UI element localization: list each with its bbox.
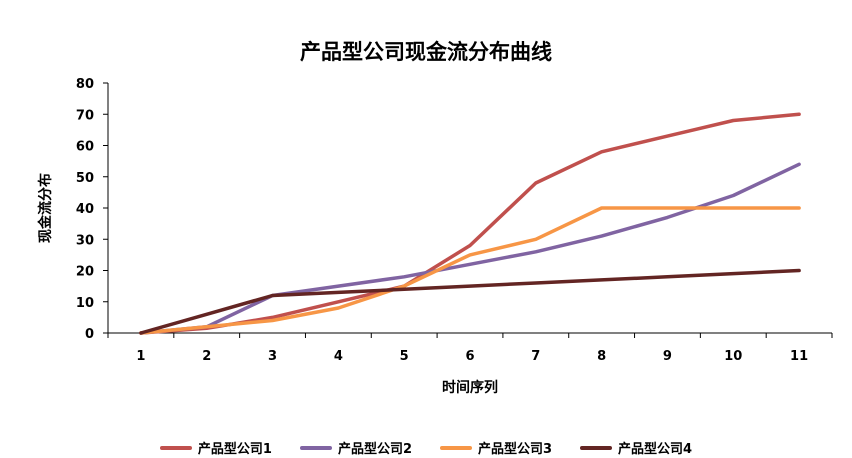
x-tick-label: 2 [202, 349, 211, 364]
chart-title: 产品型公司现金流分布曲线 [300, 40, 552, 64]
series-line-2 [139, 162, 801, 335]
y-tick-label: 70 [76, 108, 94, 123]
x-tick-label: 10 [724, 349, 742, 364]
x-tick-label: 7 [531, 349, 540, 364]
x-tick-label: 1 [136, 349, 145, 364]
legend-label: 产品型公司1 [197, 442, 272, 457]
legend-label: 产品型公司3 [478, 442, 553, 457]
legend-label: 产品型公司2 [337, 442, 412, 457]
x-tick-label: 3 [268, 349, 277, 364]
y-tick-label: 80 [76, 77, 94, 92]
legend-item-4: 产品型公司4 [580, 438, 692, 457]
legend-swatch [159, 445, 192, 450]
y-tick-label: 10 [76, 296, 94, 311]
series-line-4 [139, 268, 801, 335]
legend: 产品型公司1 产品型公司2 产品型公司3 产品型公司4 [0, 438, 852, 457]
legend-item-3: 产品型公司3 [440, 438, 552, 457]
legend-swatch [299, 445, 332, 450]
x-tick-label: 6 [465, 349, 474, 364]
legend-item-1: 产品型公司1 [159, 438, 272, 457]
legend-label: 产品型公司4 [618, 442, 693, 457]
y-tick-label: 0 [85, 327, 94, 342]
x-axis-ticks: 1 2 3 4 5 6 7 8 9 10 11 [107, 333, 833, 364]
legend-swatch [580, 445, 613, 450]
legend-swatch [440, 445, 472, 450]
series-line-1 [139, 112, 801, 335]
y-tick-label: 30 [76, 233, 94, 248]
x-tick-label: 8 [597, 349, 606, 364]
series-line-3 [139, 206, 801, 335]
x-tick-label: 9 [663, 349, 672, 364]
x-axis-title: 时间序列 [442, 379, 498, 396]
y-axis-title: 现金流分布 [37, 173, 54, 243]
y-axis-ticks: 0 10 20 30 40 50 60 70 80 [76, 77, 108, 342]
y-tick-label: 60 [76, 140, 94, 155]
x-tick-label: 4 [334, 349, 343, 364]
series-lines [139, 112, 801, 335]
legend-item-2: 产品型公司2 [299, 438, 412, 457]
y-tick-label: 40 [76, 202, 94, 217]
x-tick-label: 5 [400, 349, 409, 364]
y-tick-label: 50 [76, 171, 94, 186]
x-tick-label: 11 [790, 349, 808, 364]
y-tick-label: 20 [76, 265, 94, 280]
